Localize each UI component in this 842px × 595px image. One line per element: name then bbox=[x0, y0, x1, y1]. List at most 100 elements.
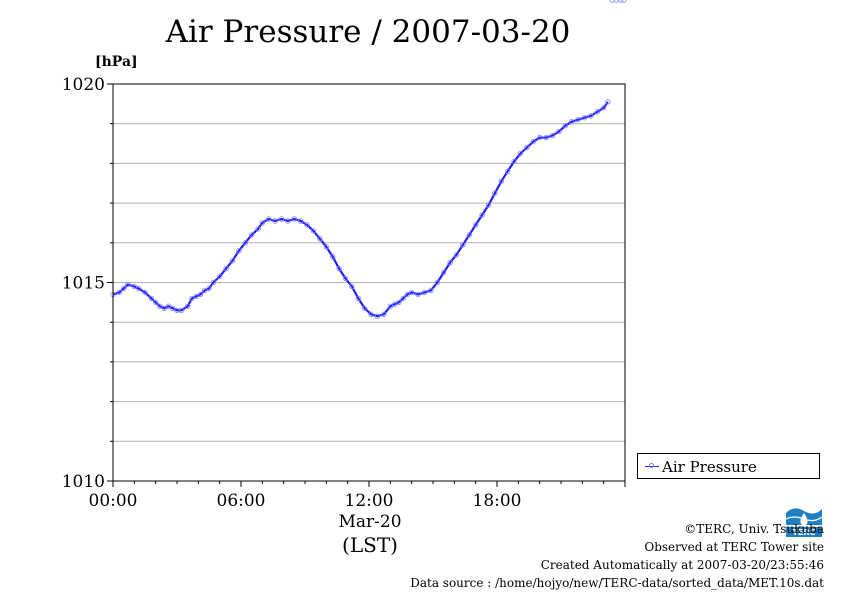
data-point bbox=[197, 291, 204, 298]
data-point bbox=[148, 295, 155, 302]
data-point bbox=[291, 216, 297, 222]
data-point bbox=[613, 0, 620, 3]
data-point bbox=[342, 275, 349, 282]
data-point bbox=[594, 109, 600, 115]
data-point bbox=[381, 311, 387, 317]
data-point bbox=[511, 158, 517, 165]
data-point bbox=[569, 118, 575, 125]
data-point bbox=[581, 114, 588, 121]
data-point bbox=[549, 132, 556, 139]
data-point bbox=[492, 190, 498, 196]
data-point bbox=[206, 285, 212, 292]
data-point bbox=[248, 232, 255, 238]
credits-block: ©TERC, Univ. Tsukuba Observed at TERC To… bbox=[410, 520, 824, 592]
data-point bbox=[498, 178, 504, 184]
data-point bbox=[201, 287, 208, 294]
data-point bbox=[193, 293, 199, 300]
data-point bbox=[466, 232, 472, 238]
series-layer bbox=[110, 0, 627, 319]
data-point bbox=[161, 305, 167, 311]
data-point bbox=[210, 279, 216, 286]
credit-site: Observed at TERC Tower site bbox=[644, 540, 824, 554]
data-point bbox=[298, 218, 304, 224]
data-point bbox=[355, 295, 361, 302]
x-axis-date: Mar-20 bbox=[338, 512, 402, 532]
x-tick-label: 00:00 bbox=[89, 491, 138, 511]
data-point bbox=[387, 303, 393, 309]
data-point bbox=[391, 301, 398, 307]
credit-copyright: ©TERC, Univ. Tsukuba bbox=[684, 522, 824, 536]
x-tick-label: 06:00 bbox=[217, 491, 266, 511]
data-point bbox=[368, 311, 374, 317]
data-point bbox=[330, 254, 336, 260]
data-point bbox=[537, 134, 543, 141]
data-point bbox=[317, 236, 323, 242]
credit-created: Created Automatically at 2007-03-20/23:5… bbox=[540, 558, 824, 572]
data-point bbox=[336, 265, 342, 272]
data-point bbox=[266, 216, 272, 222]
data-point bbox=[157, 303, 163, 309]
data-point bbox=[125, 281, 131, 288]
data-point bbox=[278, 216, 285, 222]
data-point bbox=[120, 285, 127, 292]
data-point bbox=[530, 138, 536, 145]
data-point bbox=[618, 0, 624, 3]
data-point bbox=[189, 295, 195, 302]
data-point bbox=[517, 150, 524, 157]
chart-title: Air Pressure / 2007-03-20 bbox=[165, 14, 571, 50]
data-point bbox=[229, 258, 236, 264]
x-tick-label: 12:00 bbox=[345, 491, 394, 511]
data-point bbox=[434, 279, 440, 286]
data-point bbox=[441, 269, 447, 276]
y-tick-label: 1020 bbox=[62, 75, 105, 95]
data-point bbox=[505, 168, 511, 174]
data-point bbox=[562, 122, 568, 129]
y-tick-label: 1010 bbox=[62, 472, 105, 492]
data-point bbox=[223, 265, 229, 272]
data-point bbox=[575, 116, 581, 123]
data-point bbox=[460, 242, 466, 248]
data-point bbox=[374, 313, 381, 319]
data-point bbox=[116, 289, 123, 296]
data-point bbox=[409, 289, 415, 296]
data-point bbox=[473, 222, 479, 228]
data-point bbox=[404, 291, 411, 298]
axis-ticks: 1010 1015 1020 00:00 06:00 12:00 18:00 bbox=[62, 75, 626, 511]
data-point bbox=[255, 226, 261, 232]
data-point bbox=[131, 283, 137, 290]
grid-lines bbox=[113, 123, 625, 442]
legend: Air Pressure bbox=[637, 453, 820, 479]
data-point bbox=[485, 202, 492, 208]
data-point bbox=[285, 218, 291, 224]
data-point bbox=[428, 287, 434, 294]
data-point bbox=[236, 247, 242, 254]
data-point bbox=[135, 285, 142, 292]
data-point bbox=[453, 251, 460, 258]
logo-text: TERC bbox=[793, 528, 816, 537]
legend-label: Air Pressure bbox=[662, 458, 757, 476]
data-point bbox=[479, 212, 485, 218]
data-point bbox=[184, 303, 191, 309]
data-point bbox=[178, 307, 184, 313]
data-point bbox=[169, 305, 176, 311]
x-axis-label: (LST) bbox=[342, 533, 398, 557]
data-point bbox=[165, 303, 172, 309]
credit-source: Data source : /home/hojyo/new/TERC-data/… bbox=[410, 576, 824, 590]
y-axis-unit: [hPa] bbox=[95, 54, 138, 70]
x-tick-label: 18:00 bbox=[473, 491, 522, 511]
terc-logo-icon: TERC bbox=[784, 503, 824, 539]
data-point bbox=[152, 299, 159, 306]
data-point bbox=[396, 299, 402, 306]
series-line-air-pressure bbox=[112, 101, 609, 318]
data-point bbox=[447, 259, 453, 266]
data-point bbox=[349, 283, 355, 290]
data-point bbox=[609, 0, 615, 3]
data-point bbox=[605, 99, 611, 105]
data-point bbox=[323, 244, 329, 250]
legend-marker-swatch bbox=[649, 463, 654, 468]
data-point bbox=[621, 0, 627, 3]
data-point bbox=[216, 273, 223, 280]
data-point bbox=[272, 218, 278, 224]
data-point bbox=[310, 228, 317, 234]
